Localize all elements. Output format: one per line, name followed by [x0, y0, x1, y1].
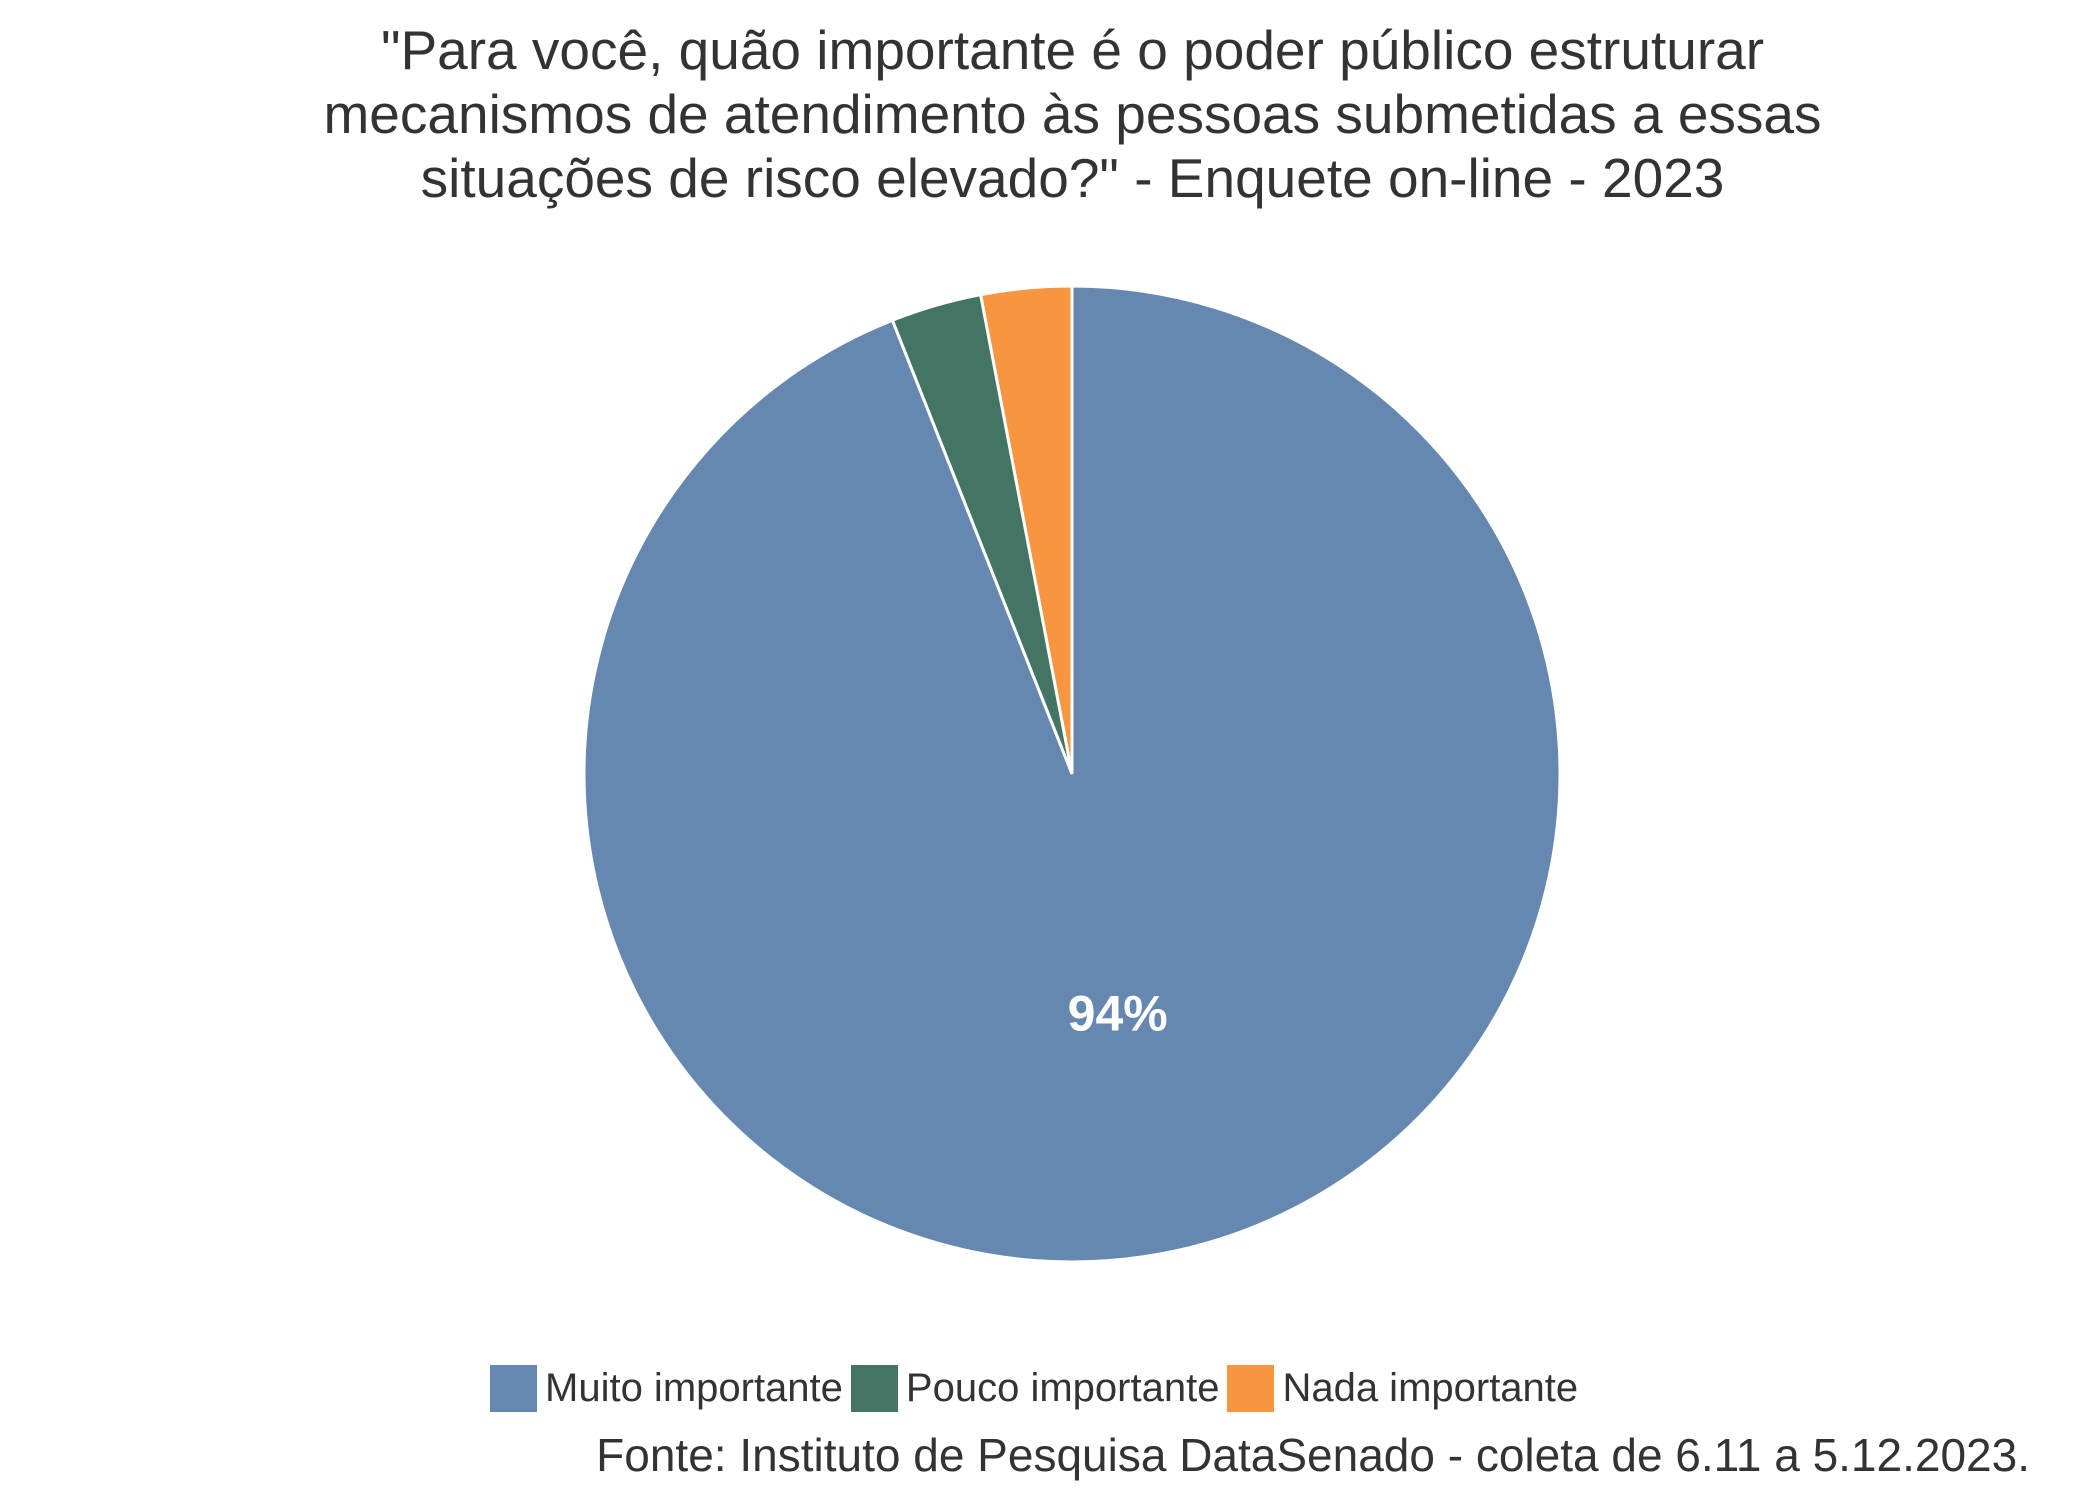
legend-item-nada-importante: Nada importante [1227, 1364, 1579, 1412]
legend-item-pouco-importante: Pouco importante [850, 1364, 1220, 1412]
legend-label-muito-importante: Muito importante [545, 1365, 843, 1410]
pie-labels: 94% [1068, 986, 1168, 1042]
legend: Muito importante Pouco importante Nada i… [490, 1360, 1586, 1416]
pie-slices [582, 284, 1562, 1264]
chart-caption: Fonte: Instituto de Pesquisa DataSenado … [596, 1429, 2030, 1481]
chart-title: "Para você, quão importante é o poder pú… [0, 18, 2100, 210]
legend-label-pouco-importante: Pouco importante [905, 1365, 1220, 1410]
chart-title-line: mecanismos de atendimento às pessoas sub… [323, 83, 1822, 145]
legend-item-muito-importante: Muito importante [490, 1364, 843, 1412]
chart-title-line: situações de risco elevado?" - Enquete o… [420, 147, 1725, 209]
legend-label-nada-importante: Nada importante [1282, 1365, 1579, 1410]
legend-swatch-muito-importante [490, 1364, 537, 1412]
legend-swatch-nada-importante [1227, 1364, 1275, 1412]
pie-slice-muito-importante [582, 284, 1562, 1264]
legend-swatch-pouco-importante [850, 1364, 898, 1412]
chart-title-line: "Para você, quão importante é o poder pú… [380, 19, 1765, 81]
pie-label-muito-importante: 94% [1068, 986, 1168, 1042]
